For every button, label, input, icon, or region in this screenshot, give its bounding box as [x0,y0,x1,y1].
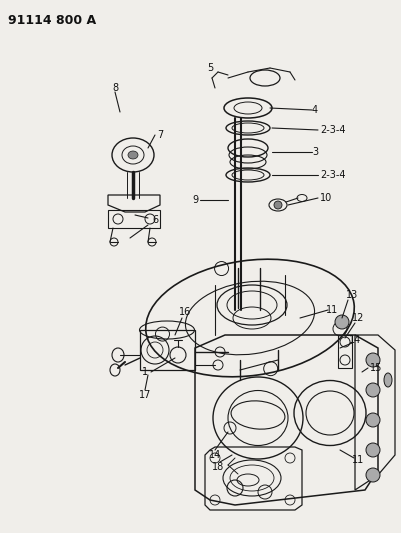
Text: 8: 8 [112,83,118,93]
Text: 13: 13 [346,290,358,300]
Text: 2-3-4: 2-3-4 [320,125,346,135]
Text: 14: 14 [349,335,361,345]
Text: 1: 1 [142,367,148,377]
Circle shape [335,315,349,329]
Text: 15: 15 [370,363,383,373]
Circle shape [366,383,380,397]
Text: 12: 12 [352,313,364,323]
Text: 9: 9 [192,195,198,205]
Circle shape [274,201,282,209]
Circle shape [366,443,380,457]
Text: 17: 17 [139,390,151,400]
Text: 10: 10 [320,193,332,203]
Text: 4: 4 [312,105,318,115]
Text: 16: 16 [179,307,191,317]
Circle shape [366,413,380,427]
Text: 11: 11 [352,455,364,465]
Text: 7: 7 [157,130,163,140]
Text: 6: 6 [152,215,158,225]
Circle shape [366,353,380,367]
Text: 14: 14 [209,450,221,460]
Text: 3: 3 [312,147,318,157]
Text: 91114 800 A: 91114 800 A [8,14,96,27]
Circle shape [366,468,380,482]
Text: 2-3-4: 2-3-4 [320,170,346,180]
Ellipse shape [384,373,392,387]
Text: 18: 18 [212,462,224,472]
Text: 5: 5 [207,63,213,73]
Text: 11: 11 [326,305,338,315]
Ellipse shape [128,151,138,159]
